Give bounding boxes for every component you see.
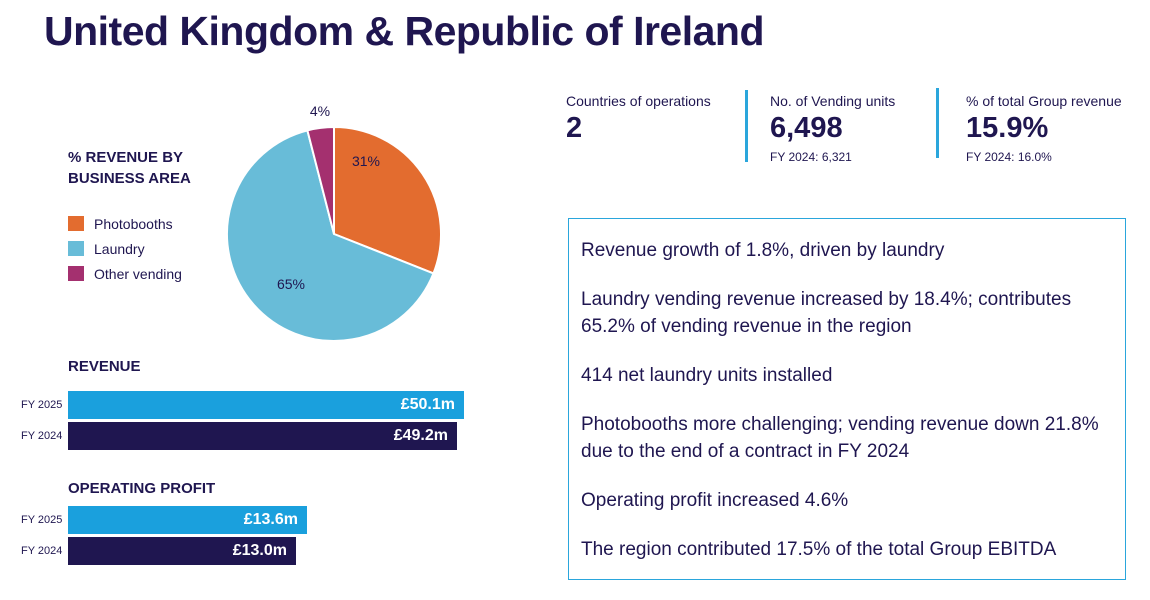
highlight-3: 414 net laundry units installed (581, 365, 833, 386)
kpi-vending-units-label: No. of Vending units (770, 93, 896, 109)
revenue-bar-fy2025: £50.1m (68, 391, 464, 419)
pie-title-line2: BUSINESS AREA (68, 170, 191, 187)
profit-bar-fy2024: £13.0m (68, 537, 296, 565)
highlight-1: Revenue growth of 1.8%, driven by laundr… (581, 240, 945, 261)
kpi-group-revenue-prior: FY 2024: 16.0% (966, 150, 1052, 164)
kpi-divider-1 (745, 90, 748, 162)
revenue-year-fy2025: FY 2025 (21, 399, 63, 411)
legend-swatch-photobooths (68, 216, 84, 231)
kpi-countries-value: 2 (566, 112, 583, 144)
kpi-divider-2 (936, 88, 939, 158)
kpi-vending-units: No. of Vending units 6,498 FY 2024: 6,32… (770, 93, 895, 164)
pie-slice-photobooths (333, 125, 442, 275)
kpi-group-revenue-value: 15.9% (966, 112, 1049, 144)
legend-label-other-vending: Other vending (94, 265, 182, 282)
kpi-group-revenue-label: % of total Group revenue (966, 93, 1122, 109)
legend-item-photobooths: Photobooths (68, 211, 182, 236)
highlight-6: The region contributed 17.5% of the tota… (581, 539, 1057, 560)
pie-slice-other-vending (306, 125, 335, 235)
pie-label-photobooths: 31% (352, 153, 380, 169)
kpi-countries: Countries of operations 2 (566, 93, 711, 145)
pie-title-line1: % REVENUE BY (68, 149, 184, 166)
pie-label-laundry: 65% (277, 276, 305, 292)
operating-profit-title: OPERATING PROFIT (68, 480, 216, 497)
profit-year-fy2025: FY 2025 (21, 514, 63, 526)
highlight-4: Photobooths more challenging; vending re… (581, 414, 1099, 462)
pie-label-other-vending: 4% (310, 103, 330, 119)
page-title: United Kingdom & Republic of Ireland (44, 8, 765, 54)
pie-chart-title: % REVENUE BY BUSINESS AREA (68, 147, 228, 189)
revenue-title: REVENUE (68, 358, 141, 375)
revenue-bar-fy2024: £49.2m (68, 422, 457, 450)
kpi-vending-units-value: 6,498 (770, 112, 843, 144)
pie-slice-laundry (226, 129, 435, 342)
kpi-countries-label: Countries of operations (566, 93, 711, 109)
legend-swatch-laundry (68, 241, 84, 256)
legend-item-other-vending: Other vending (68, 261, 182, 286)
kpi-group-revenue: % of total Group revenue 15.9% FY 2024: … (966, 93, 1122, 164)
kpi-vending-units-prior: FY 2024: 6,321 (770, 150, 852, 164)
legend-item-laundry: Laundry (68, 236, 182, 261)
highlight-5: Operating profit increased 4.6% (581, 490, 849, 511)
revenue-year-fy2024: FY 2024 (21, 430, 63, 442)
highlight-2: Laundry vending revenue increased by 18.… (581, 289, 1072, 337)
legend-label-photobooths: Photobooths (94, 215, 173, 232)
legend-label-laundry: Laundry (94, 240, 145, 257)
profit-year-fy2024: FY 2024 (21, 545, 63, 557)
profit-bar-fy2025: £13.6m (68, 506, 307, 534)
highlights-box: Revenue growth of 1.8%, driven by laundr… (568, 218, 1126, 580)
pie-legend: Photobooths Laundry Other vending (68, 211, 182, 286)
legend-swatch-other-vending (68, 266, 84, 281)
